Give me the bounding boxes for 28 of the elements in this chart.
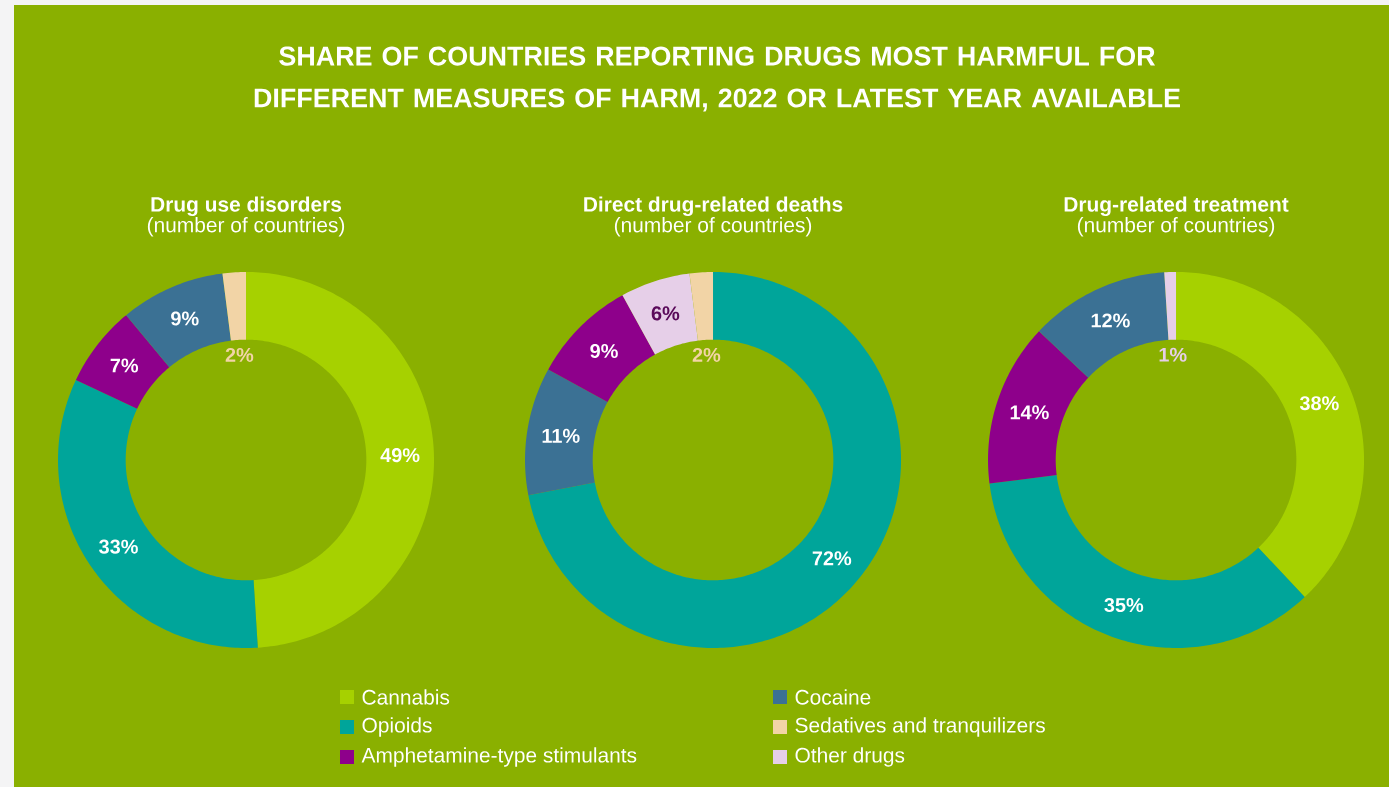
data-label: 2% <box>692 347 721 362</box>
legend-label: Amphetamine-type stimulants <box>361 747 637 767</box>
data-label: 2% <box>225 347 254 362</box>
data-label: 1% <box>1159 347 1187 362</box>
data-label: 9% <box>171 311 199 326</box>
data-label: 14% <box>1010 405 1049 420</box>
legend-label: Sedatives and tranquilizers <box>795 717 1045 737</box>
chart-subtitle: (number of countries) <box>614 217 812 237</box>
legend-label: Opioids <box>362 717 432 737</box>
chart-subtitle: (number of countries) <box>147 217 345 237</box>
legend-label: Other drugs <box>795 747 905 767</box>
data-label: 9% <box>590 343 618 359</box>
legend-label: Cannabis <box>362 689 450 705</box>
chart-title: Drug-related treatment <box>1064 196 1289 217</box>
data-label: 38% <box>1299 396 1339 411</box>
data-label: 11% <box>542 428 580 443</box>
legend-label: Cocaine <box>795 689 871 705</box>
chart-title: Drug use disorders <box>151 196 342 217</box>
data-label: 49% <box>380 448 420 463</box>
data-label: 33% <box>99 539 138 554</box>
data-label: 12% <box>1091 313 1130 328</box>
data-label: 6% <box>651 306 680 321</box>
data-label: 72% <box>812 551 852 566</box>
text: SHARE OF COUNTRIES REPORTING DRUGS MOST HARMFUL FOR DIFFERENT MEASURES OF HARM, 2022 OR LATEST YEAR AVAILABLE <box>254 46 1180 112</box>
chart-title: Direct drug-related deaths <box>584 196 843 217</box>
chart-subtitle: (number of countries) <box>1077 217 1275 237</box>
data-label: 7% <box>110 358 139 373</box>
data-label: 35% <box>1104 597 1144 613</box>
